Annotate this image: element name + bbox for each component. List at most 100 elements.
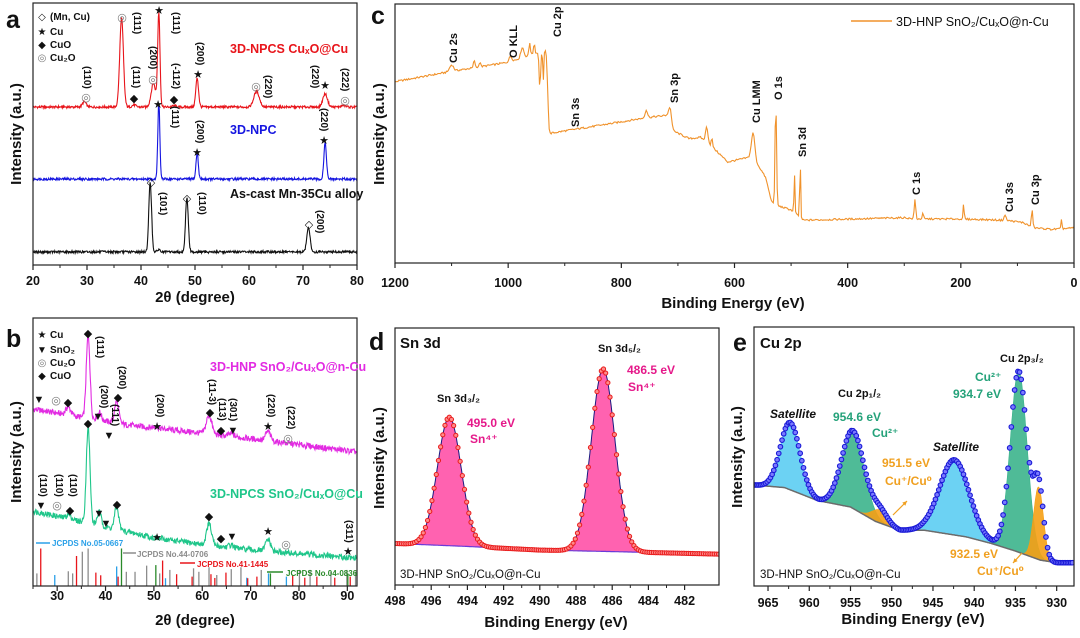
plot-area-b [33, 333, 357, 586]
data-point [934, 491, 940, 498]
data-point [420, 530, 426, 536]
x-tick-label: 496 [421, 594, 442, 608]
data-point [620, 504, 626, 510]
data-point [418, 534, 424, 540]
data-point [451, 423, 457, 429]
data-point [937, 482, 944, 488]
data-point [600, 366, 607, 372]
plot-area-a [33, 12, 357, 256]
cuo-marker-icon: ◆ [205, 511, 214, 523]
x-tick-label: 50 [188, 274, 202, 288]
series-line-1 [33, 425, 357, 562]
legend-label: CuO [50, 40, 71, 51]
x-tick-label: 490 [529, 594, 550, 608]
mncu-marker-icon: ◇ [183, 193, 192, 205]
data-point [611, 431, 617, 438]
data-point [442, 422, 448, 428]
plot-frame [753, 326, 1075, 587]
data-point [1023, 426, 1030, 433]
hkl-label: (200) [154, 394, 165, 417]
reference-label: JCPDS No.04-0836 [286, 569, 358, 578]
y-axis-label: Intensity (a.u.) [371, 83, 388, 185]
x-tick-label: 800 [611, 276, 632, 290]
data-point [455, 444, 461, 451]
cuo-marker-icon: ◆ [113, 499, 122, 511]
peak-annotation: 495.0 eV [467, 416, 515, 430]
plot-frame [32, 317, 358, 587]
data-point [1003, 483, 1010, 490]
hkl-label: (200) [98, 385, 109, 408]
panel-e: 965 960 955 950 945 940 935 930 Binding Energy (… [729, 326, 1075, 628]
cuo-marker-icon: ◆ [64, 397, 73, 409]
panel-title: Cu 2p [760, 335, 802, 352]
peak-annotation: 951.5 eV [882, 456, 930, 470]
hkl-label: (220) [309, 65, 320, 88]
cu2o-marker-icon: ◎ [283, 433, 293, 445]
peak-annotation: Cu 2p₃/₂ [1000, 353, 1044, 365]
data-point [863, 471, 870, 478]
reference-label: JCPDS No.05-0667 [52, 539, 124, 548]
data-point [1018, 376, 1025, 383]
hkl-label: (101) [157, 192, 168, 215]
peak-annotation: Sn 3d₅/₂ [598, 343, 641, 355]
data-point [864, 477, 871, 484]
data-point [861, 464, 868, 471]
cu2o-marker-icon: ◎ [81, 92, 91, 104]
x-tick-label: 965 [758, 596, 779, 610]
legend-label: Cu [50, 330, 63, 341]
data-point [803, 477, 810, 483]
data-point [431, 485, 437, 491]
hkl-label: (311) [343, 520, 354, 543]
data-point [831, 480, 838, 486]
data-point [1026, 459, 1033, 466]
hkl-label: (200) [194, 42, 205, 65]
data-point [775, 450, 782, 457]
peak-annotation: Sn⁴⁺ [470, 432, 498, 446]
peak-label: Cu 2p [552, 6, 564, 37]
data-point [1001, 499, 1008, 506]
cu-marker-icon: ★ [154, 5, 164, 17]
hkl-label: (220) [265, 394, 276, 417]
hkl-label: (110) [67, 474, 78, 497]
x-tick-label: 960 [799, 596, 820, 610]
peak-label: Sn 3d [797, 127, 809, 157]
x-tick-label: 494 [457, 594, 478, 608]
data-point [800, 464, 807, 471]
data-point [622, 516, 628, 522]
hkl-label: (111) [169, 106, 180, 128]
x-tick-label: 955 [840, 596, 861, 610]
data-point [453, 432, 459, 438]
data-point [802, 471, 808, 478]
cu2o-marker-icon: ◎ [148, 74, 158, 86]
x-tick-label: 200 [950, 276, 971, 290]
cuo-marker-icon: ◆ [84, 328, 93, 340]
cuo-marker-icon: ◆ [130, 93, 139, 105]
data-point [626, 533, 633, 540]
y-axis-label: Intensity (a.u.) [371, 407, 388, 509]
x-tick-label: 400 [837, 276, 858, 290]
data-point [466, 510, 472, 516]
x-tick-label: 50 [147, 589, 161, 603]
data-point [962, 476, 968, 482]
panel-letter: a [6, 6, 21, 34]
peak-annotation: 486.5 eV [627, 363, 675, 377]
data-point [435, 457, 442, 464]
x-tick-label: 70 [296, 274, 310, 288]
data-point [780, 430, 787, 437]
x-tick-label: 30 [80, 274, 94, 288]
peak-annotation: Satellite [770, 407, 816, 421]
cu-legend-icon: ★ [38, 330, 47, 341]
hkl-label: (110) [196, 192, 207, 215]
sno2-legend-icon: ▼ [37, 345, 47, 356]
cu-marker-icon: ★ [343, 546, 353, 558]
data-point [1041, 519, 1048, 526]
cuo-legend-icon: ◆ [38, 40, 46, 51]
data-point [1038, 488, 1044, 494]
peak-label: O 1s [773, 76, 785, 100]
data-point [616, 471, 622, 477]
x-tick-label: 80 [292, 589, 306, 603]
hkl-label: (200) [194, 120, 205, 143]
data-point [459, 472, 465, 479]
hkl-label: (111) [109, 404, 120, 426]
data-point [792, 429, 799, 436]
